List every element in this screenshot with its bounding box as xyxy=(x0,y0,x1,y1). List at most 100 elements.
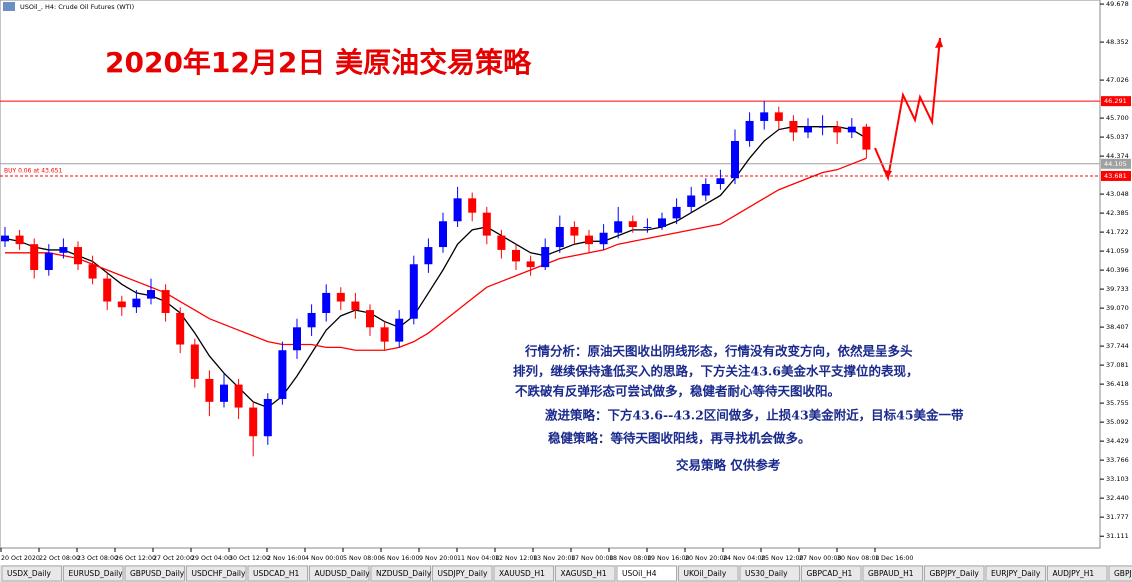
tab-label[interactable]: AUDJPY_H1 xyxy=(1053,569,1095,578)
tab-label[interactable]: GBPAUD_H1 xyxy=(868,569,914,578)
tab[interactable] xyxy=(1,565,62,582)
tab-label[interactable]: US30_Daily xyxy=(745,569,788,578)
annotation-line: 激进策略：下方43.6--43.2区间做多，止损43美金附近，目标45美金一带 xyxy=(545,408,964,423)
tab[interactable] xyxy=(63,565,124,582)
candle-body xyxy=(307,312,316,328)
price-tag xyxy=(1101,170,1131,181)
candle-body xyxy=(789,120,798,133)
tab-label[interactable]: GBPJPY_Daily xyxy=(930,569,980,578)
tab-label[interactable]: EURJPY_Daily xyxy=(991,569,1041,578)
candle-body xyxy=(336,292,345,302)
y-tick-label: 37.081 xyxy=(1106,361,1129,369)
y-tick-label: 33.766 xyxy=(1106,456,1129,464)
tab-label[interactable]: UKOil_Daily xyxy=(684,569,727,578)
annotation-line: 排列，继续保持逢低买入的思路，下方关注43.6美金水平支撑位的表现， xyxy=(513,364,918,379)
tab-label[interactable]: XAGUSD_H1 xyxy=(561,569,607,578)
tab-label[interactable]: AUDUSD_Daily xyxy=(315,569,371,578)
annotation-line: 行情分析：原油天图收出阴线形态，行情没有改变方向，依然是呈多头 xyxy=(524,344,913,359)
x-tick-label: 20 Nov 20:00 xyxy=(685,555,727,562)
x-tick-label: 24 Nov 04:00 xyxy=(723,555,765,562)
window-icon xyxy=(3,2,15,11)
x-tick-label: 30 Oct 12:00 xyxy=(229,555,270,562)
price-tag-label: 44.105 xyxy=(1104,160,1127,168)
tab[interactable] xyxy=(493,565,554,582)
candle-body xyxy=(716,178,725,185)
y-tick-label: 47.026 xyxy=(1106,76,1129,84)
y-tick-label: 39.070 xyxy=(1106,304,1129,312)
chart-area xyxy=(0,0,1101,549)
candle-body xyxy=(409,264,418,319)
candle-body xyxy=(395,318,404,342)
y-tick-label: 31.111 xyxy=(1106,532,1129,540)
x-tick-label: 12 Nov 12:00 xyxy=(495,555,537,562)
candle-body xyxy=(512,249,520,262)
tab-label[interactable]: USDX_Daily xyxy=(7,569,51,578)
tab[interactable] xyxy=(370,565,431,582)
y-tick-label: 32.440 xyxy=(1106,494,1129,502)
candle-body xyxy=(147,290,155,299)
candle-body xyxy=(263,398,272,437)
tab[interactable] xyxy=(924,565,985,582)
order-label: BUY 0.06 at 43.651 xyxy=(4,168,62,175)
candle-body xyxy=(628,221,637,227)
annotation-line: 不跌破有反弹形态可尝试做多，稳健者耐心等待天图收阳。 xyxy=(515,384,840,399)
candle-body xyxy=(526,261,535,268)
candle-body xyxy=(74,247,82,265)
tab[interactable] xyxy=(247,565,308,582)
tab-label[interactable]: NZDUSD_Daily xyxy=(376,569,432,578)
tab[interactable] xyxy=(678,565,739,582)
tab[interactable] xyxy=(432,565,493,582)
candle-body xyxy=(278,350,287,399)
tab[interactable] xyxy=(124,565,185,582)
tab-label[interactable]: USDJPY_Daily xyxy=(438,569,488,578)
candle-body xyxy=(555,226,564,248)
candle-body xyxy=(190,344,199,379)
y-tick-label: 38.407 xyxy=(1106,323,1129,331)
tab-label[interactable]: GBPCAD_H1 xyxy=(807,569,853,578)
tab[interactable] xyxy=(801,565,862,582)
tab[interactable] xyxy=(985,565,1046,582)
y-tick-label: 44.374 xyxy=(1106,152,1129,160)
candle-body xyxy=(701,184,710,196)
candle-body xyxy=(44,252,53,270)
tab-label[interactable]: USOil_H4 xyxy=(622,569,657,578)
y-tick-label: 48.352 xyxy=(1106,38,1129,46)
y-tick-label: 31.777 xyxy=(1106,513,1129,521)
y-tick-label: 36.418 xyxy=(1106,380,1129,388)
y-tick-label: 41.722 xyxy=(1106,228,1129,236)
candle-body xyxy=(30,244,39,270)
candle-body xyxy=(745,120,754,142)
x-tick-label: 17 Nov 00:00 xyxy=(571,555,613,562)
candle-body xyxy=(774,112,783,121)
candle-body xyxy=(234,384,243,408)
x-tick-label: 22 Oct 08:00 xyxy=(39,555,80,562)
candle-body xyxy=(220,384,228,402)
tab[interactable] xyxy=(1047,565,1108,582)
y-tick-label: 40.396 xyxy=(1106,266,1129,274)
x-tick-label: 9 Nov 20:00 xyxy=(419,555,457,562)
tab[interactable] xyxy=(616,565,677,582)
price-tag-label: 43.681 xyxy=(1104,172,1127,180)
tab-label[interactable]: XAUUSD_H1 xyxy=(499,569,545,578)
tab-label[interactable]: USDCAD_H1 xyxy=(253,569,300,578)
tab[interactable] xyxy=(862,565,923,582)
tab-label[interactable]: GBPJPY xyxy=(1114,569,1132,578)
candle-body xyxy=(205,378,214,402)
tab[interactable] xyxy=(739,565,800,582)
tab[interactable] xyxy=(186,565,247,582)
tab[interactable] xyxy=(555,565,616,582)
candle-body xyxy=(672,206,681,219)
x-tick-label: 1 Dec 16:00 xyxy=(875,555,913,562)
tab[interactable] xyxy=(309,565,370,582)
candle-body xyxy=(176,312,185,345)
tab[interactable] xyxy=(1108,565,1132,582)
candle-body xyxy=(1,235,9,242)
candle-body xyxy=(59,247,68,253)
price-tag xyxy=(1101,158,1131,169)
y-tick-label: 45.700 xyxy=(1106,114,1129,122)
y-tick-label: 33.103 xyxy=(1106,475,1129,483)
tab-label[interactable]: USDCHF_Daily xyxy=(192,569,247,578)
tab-label[interactable]: GBPUSD_Daily xyxy=(130,569,185,578)
tab-label[interactable]: EURUSD_Daily xyxy=(69,569,124,578)
